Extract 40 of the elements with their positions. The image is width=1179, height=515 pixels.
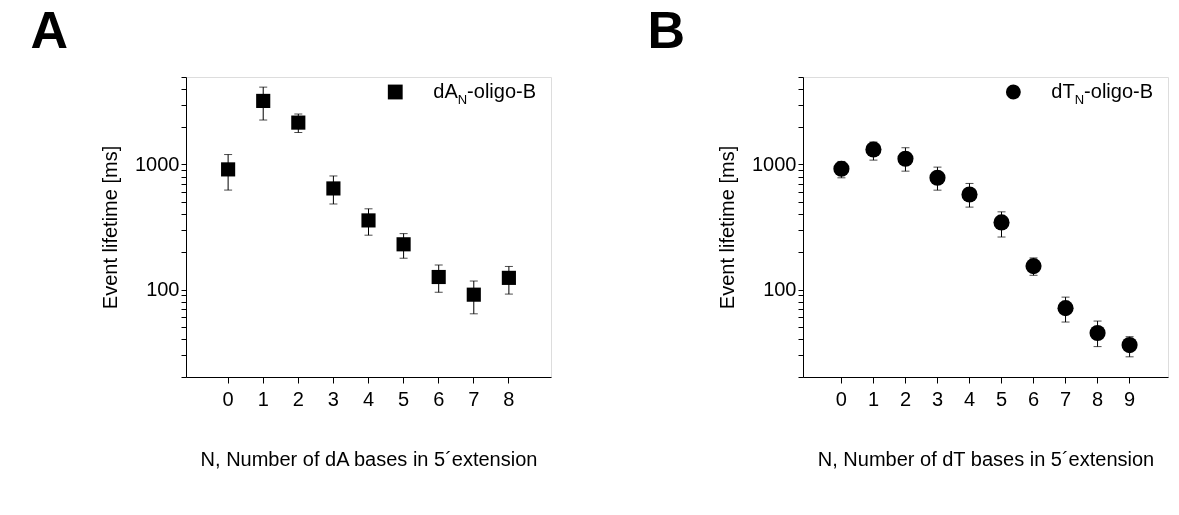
- x-tick-label: 5: [995, 387, 1008, 410]
- x-tick-label: 6: [1027, 387, 1040, 410]
- x-tick-label: 4: [963, 387, 976, 410]
- y-tick-label: 100: [763, 278, 797, 301]
- x-axis-title: N, Number of dA bases in 5´extension: [200, 447, 538, 470]
- y-tick-label: 1000: [135, 152, 180, 175]
- x-tick-label: 0: [222, 387, 234, 410]
- x-tick-label: 8: [1092, 387, 1104, 410]
- x-tick-label: 5: [398, 387, 410, 410]
- point: [291, 115, 306, 130]
- x-tick-label: 9: [1124, 387, 1136, 410]
- point: [1121, 337, 1138, 354]
- x-tick-label: 4: [362, 387, 375, 410]
- point: [396, 237, 411, 252]
- x-tick-label: 1: [867, 387, 879, 410]
- point: [1057, 300, 1074, 317]
- point: [431, 269, 446, 285]
- y-axis-title: Event lifetime [ms]: [99, 145, 122, 310]
- point: [833, 160, 850, 177]
- point: [256, 93, 271, 108]
- x-tick-label: 8: [503, 387, 515, 410]
- chart-title: A: [30, 0, 69, 59]
- x-tick-label: 2: [292, 387, 304, 410]
- chart-title: B: [647, 0, 686, 59]
- y-axis-title: Event lifetime [ms]: [716, 145, 739, 310]
- y-tick-label: 100: [146, 278, 180, 301]
- x-tick-label: 1: [257, 387, 269, 410]
- y-tick-label: 1000: [752, 152, 797, 175]
- x-tick-label: 7: [468, 387, 480, 410]
- x-tick-label: 6: [433, 387, 445, 410]
- x-tick-label: 3: [931, 387, 944, 410]
- x-tick-label: 3: [327, 387, 339, 410]
- point: [326, 181, 341, 196]
- point: [361, 213, 376, 228]
- point: [1089, 324, 1106, 341]
- x-tick-label: 2: [899, 387, 912, 410]
- x-tick-label: 7: [1059, 387, 1072, 410]
- x-axis-title: N, Number of dT bases in 5´extension: [817, 447, 1155, 470]
- x-tick-label: 0: [835, 387, 847, 410]
- point: [466, 287, 481, 302]
